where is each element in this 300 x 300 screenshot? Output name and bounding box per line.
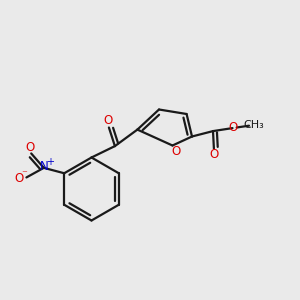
Text: O: O [171,145,180,158]
Text: O: O [103,114,112,128]
Text: O: O [210,148,219,161]
Text: +: + [46,157,54,167]
Text: ⁻: ⁻ [21,169,27,179]
Text: O: O [229,121,238,134]
Text: CH₃: CH₃ [243,120,264,130]
Text: O: O [14,172,23,185]
Text: O: O [26,141,35,154]
Text: N: N [40,160,49,173]
